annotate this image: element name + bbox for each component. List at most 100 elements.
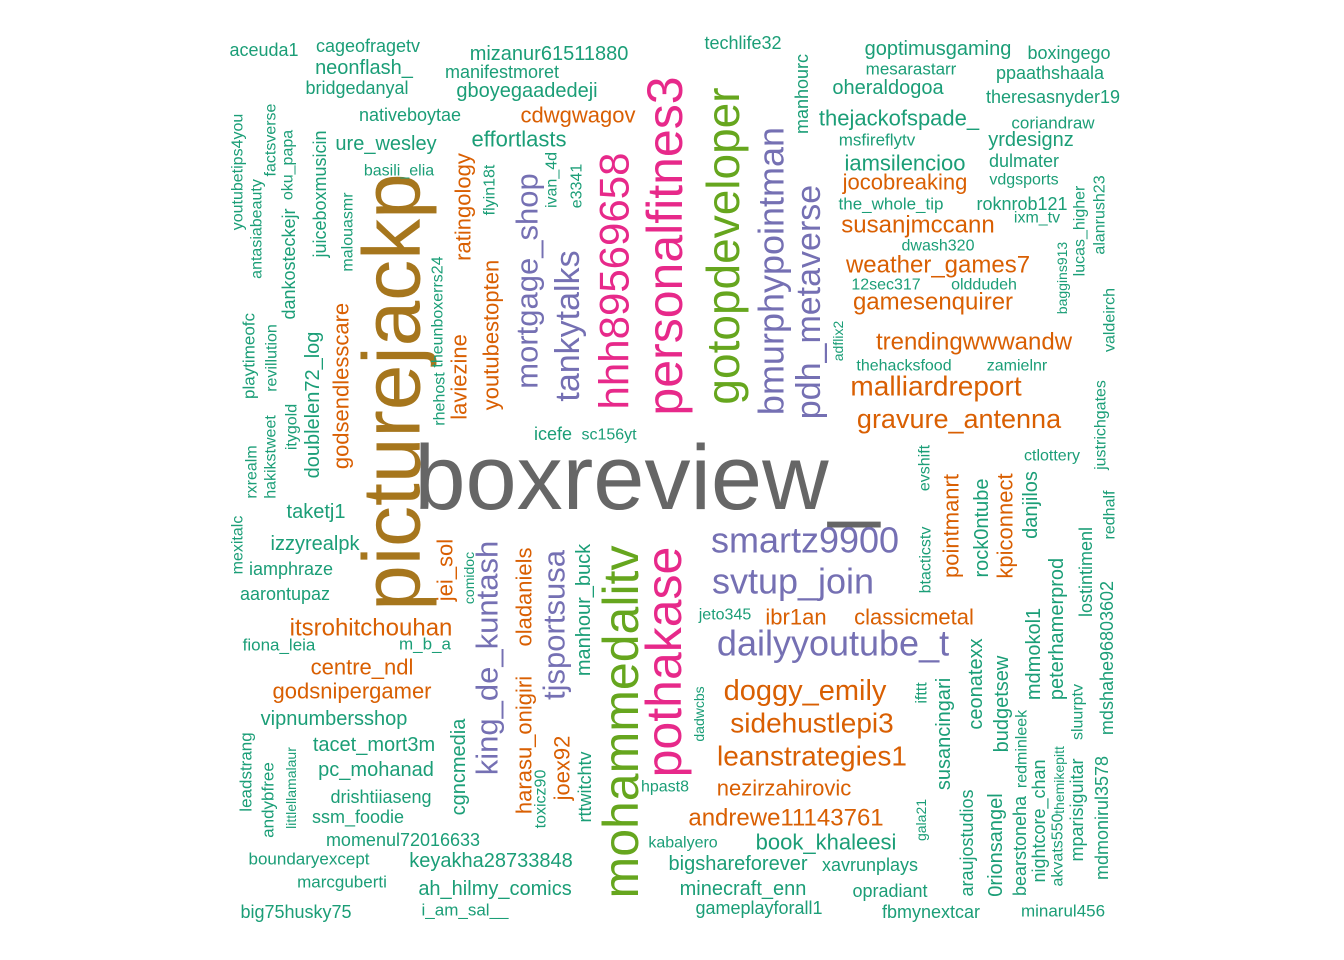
word-gala21: gala21 <box>913 799 929 841</box>
word-hhh89569658: hhh89569658 <box>591 153 638 410</box>
word-aceuda1: aceuda1 <box>229 40 298 60</box>
word-araujostudios: araujostudios <box>957 789 977 896</box>
word-mortgage-shop: mortgage_shop <box>510 173 545 388</box>
word-basili-elia: basili_elia <box>364 163 434 180</box>
word-rttwitchtv: rttwitchtv <box>575 751 595 822</box>
word-theunboxerrs24: theunboxerrs24 <box>430 256 447 367</box>
word-antasiabeauty: antasiabeauty <box>249 179 266 279</box>
word-trendingwwwandw: trendingwwwandw <box>876 329 1073 356</box>
word-momenul72016633: momenul72016633 <box>326 830 480 850</box>
word-mparisiguitar: mparisiguitar <box>1067 758 1087 861</box>
word-redminleek: redminleek <box>1014 709 1031 788</box>
word-nezirzahirovic: nezirzahirovic <box>717 776 852 801</box>
word-playtimeofc: playtimeofc <box>240 313 259 399</box>
word-pointmanrt: pointmanrt <box>939 474 964 578</box>
word-boxingego: boxingego <box>1027 43 1110 63</box>
word-andrewe11143761: andrewe11143761 <box>688 805 883 832</box>
word-iamsilencioo: iamsilencioo <box>844 151 965 176</box>
word-centre-ndl: centre_ndl <box>311 655 414 680</box>
word-vipnumbersshop: vipnumbersshop <box>261 708 408 730</box>
word-nightcore-chan: nightcore_chan <box>1029 759 1050 882</box>
word-king-de-kuntash: king_de_kuntash <box>470 541 505 775</box>
word-pc-mohanad: pc_mohanad <box>318 759 434 781</box>
word-sidehustlepi3: sidehustlepi3 <box>730 708 893 739</box>
word-msfireflytv: msfireflytv <box>839 131 916 150</box>
word-big75husky75: big75husky75 <box>240 902 351 922</box>
word-cdwgwagov: cdwgwagov <box>521 103 636 128</box>
word-tjsportsusa: tjsportsusa <box>537 549 572 700</box>
word-juiceboxmusicin: juiceboxmusicin <box>310 130 330 258</box>
word-lostintimenl: lostintimenl <box>1076 527 1096 617</box>
word-mesarastarr: mesarastarr <box>866 60 957 79</box>
word-ceonatexx: ceonatexx <box>965 638 987 729</box>
word-doggy-emily: doggy_emily <box>724 675 887 707</box>
word-bearstoneha: bearstoneha <box>1010 795 1030 896</box>
word-bmurphypointman: bmurphypointman <box>751 127 792 415</box>
word-budgetsew: budgetsew <box>991 655 1013 752</box>
word-nativeboytae: nativeboytae <box>359 105 461 125</box>
word-malliardreport: malliardreport <box>850 371 1021 402</box>
word-oladaniels: oladaniels <box>512 547 537 646</box>
word-adflix2: adflix2 <box>830 321 846 362</box>
word-oheraldogoa: oheraldogoa <box>832 77 944 99</box>
word-hakikstweet: hakikstweet <box>263 415 280 499</box>
word-minecraft-enn: minecraft_enn <box>680 878 807 900</box>
word-ratingology: ratingology <box>451 153 476 261</box>
word-joex92: joex92 <box>550 736 575 802</box>
word-ibr1an: ibr1an <box>765 605 826 630</box>
word-izzyrealpk: izzyrealpk <box>271 533 361 555</box>
word-redhalf: redhalf <box>1102 490 1119 539</box>
word-xavrunplays: xavrunplays <box>822 855 918 875</box>
word-manifestmoret: manifestmoret <box>445 62 559 82</box>
word-ivan-4d: ivan_4d <box>544 152 561 208</box>
word-ppaathshaala: ppaathshaala <box>996 63 1105 83</box>
word-pdh-metaverse: pdh_metaverse <box>790 185 828 419</box>
word-factsverse: factsverse <box>263 103 280 176</box>
word-vdgsports: vdgsports <box>989 172 1058 189</box>
word-leanstrategies1: leanstrategies1 <box>717 741 907 772</box>
word-taketj1: taketj1 <box>287 501 346 523</box>
word-0rionsangel: 0rionsangel <box>985 793 1007 896</box>
word-manhourc: manhourc <box>792 54 812 134</box>
word-ah-hilmy-comics: ah_hilmy_comics <box>418 878 571 900</box>
word-akvats550: akvats550 <box>1050 813 1067 886</box>
word-evshift: evshift <box>917 444 934 491</box>
word-gamesenquirer: gamesenquirer <box>853 289 1013 316</box>
word-baggins913: baggins913 <box>1054 242 1070 315</box>
word-manhour-buck: manhour_buck <box>573 543 595 676</box>
word-lucas-higher: lucas_higher <box>1072 185 1089 276</box>
word-ure-wesley: ure_wesley <box>335 133 436 155</box>
word-comidoc: comidoc <box>461 552 477 604</box>
word-icefe: icefe <box>534 424 572 444</box>
word-leadstrang: leadstrang <box>237 732 256 811</box>
word-thejackofspade: thejackofspade_ <box>819 106 980 131</box>
word-flyin18t: flyin18t <box>482 164 499 215</box>
word-youtubetips4you: youtubetips4you <box>230 114 247 231</box>
word-oku-papa: oku_papa <box>280 130 297 200</box>
word-toxicz90: toxicz90 <box>533 770 550 829</box>
word-boxreview: boxreview_ <box>414 427 881 529</box>
word-12sec317: 12sec317 <box>851 277 920 294</box>
word-i-am-sal: i_am_sal__ <box>422 901 509 920</box>
word-mdmokol1: mdmokol1 <box>1023 608 1045 700</box>
word-svtup-join: svtup_join <box>712 561 874 602</box>
word-laviezine: laviezine <box>447 334 472 420</box>
word-marcguberti: marcguberti <box>297 873 387 892</box>
word-dwash320: dwash320 <box>902 238 975 255</box>
word-youtubestopten: youtubestopten <box>479 260 504 410</box>
word-themikepitt: themikepitt <box>1051 746 1067 814</box>
word-itygold: itygold <box>284 404 301 450</box>
word-opradiant: opradiant <box>852 881 927 901</box>
word-pothakase: pothakase <box>636 547 692 778</box>
word-m-b-a: m_b_a <box>399 635 452 654</box>
word-peterhamerprod: peterhamerprod <box>1046 558 1068 700</box>
word-tankytalks: tankytalks <box>549 250 587 401</box>
word-the-whole-tip: the_whole_tip <box>839 195 944 214</box>
word-goptimusgaming: goptimusgaming <box>865 38 1012 60</box>
word-susancingari: susancingari <box>933 678 955 790</box>
word-rhehost: rhehost <box>432 372 449 426</box>
word-alanrush23: alanrush23 <box>1092 175 1109 254</box>
word-book-khaleesi: book_khaleesi <box>756 830 897 855</box>
word-neonflash: neonflash_ <box>315 57 414 79</box>
